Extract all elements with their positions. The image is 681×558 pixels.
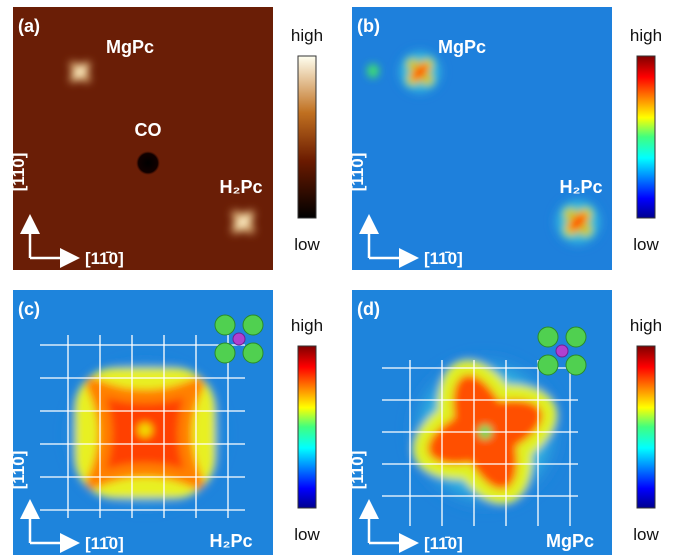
- co-spot: [136, 151, 160, 175]
- colorbar-high: high: [291, 26, 323, 45]
- annotation: MgPc: [438, 37, 486, 57]
- colorbar-high: high: [291, 316, 323, 335]
- panel-a: (a) MgPc CO H₂Pc [110] [11̄0]: [9, 7, 273, 270]
- colorbar: [637, 346, 655, 508]
- annotation: MgPc: [546, 531, 594, 551]
- annotation: H₂Pc: [209, 531, 252, 551]
- panel-label: (a): [18, 16, 40, 36]
- annotation: H₂Pc: [219, 177, 262, 197]
- blob: [58, 352, 233, 517]
- colorbar: [637, 56, 655, 218]
- annotation: H₂Pc: [559, 177, 602, 197]
- panel-c: (c) H₂Pc [110] [11̄0]: [9, 290, 273, 555]
- colorbar-high: high: [630, 26, 662, 45]
- panel-label: (b): [357, 16, 380, 36]
- axis-label: [110]: [348, 451, 367, 490]
- panel-b: (b) MgPc H₂Pc [110] [11̄0]: [348, 7, 612, 270]
- colorbar-low: low: [294, 235, 320, 254]
- colorbar-low: low: [294, 525, 320, 544]
- annotation: MgPc: [106, 37, 154, 57]
- axis-label: [110]: [9, 451, 28, 490]
- axis-label: [11̄0]: [424, 534, 463, 553]
- colorbar: [298, 56, 316, 218]
- axis-label: [110]: [348, 153, 367, 192]
- annotation: CO: [135, 120, 162, 140]
- colorbar-high: high: [630, 316, 662, 335]
- axis-label: [11̄0]: [85, 534, 124, 553]
- axis-label: [110]: [9, 153, 28, 192]
- colorbar: [298, 346, 316, 508]
- colorbar-low: low: [633, 525, 659, 544]
- colorbar-low: low: [633, 235, 659, 254]
- panel-label: (d): [357, 299, 380, 319]
- axis-label: [11̄0]: [85, 249, 124, 268]
- panel-d: (d) MgPc [110] [11̄0]: [348, 290, 612, 555]
- axis-label: [11̄0]: [424, 249, 463, 268]
- figure: (a) MgPc CO H₂Pc [110] [11̄0] high low (…: [0, 0, 681, 558]
- panel-label: (c): [18, 299, 40, 319]
